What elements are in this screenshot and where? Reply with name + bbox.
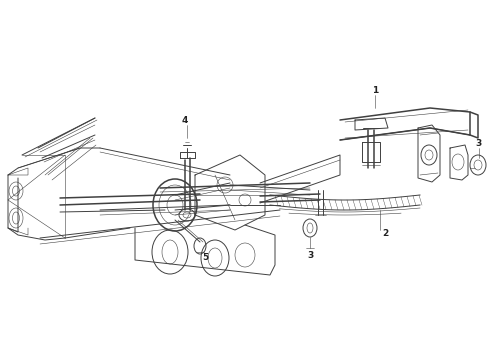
- Text: 5: 5: [202, 253, 208, 262]
- Text: 3: 3: [476, 139, 482, 148]
- Text: 1: 1: [372, 86, 378, 95]
- Text: 2: 2: [382, 229, 388, 238]
- Text: 3: 3: [307, 251, 313, 260]
- Text: 4: 4: [182, 116, 188, 125]
